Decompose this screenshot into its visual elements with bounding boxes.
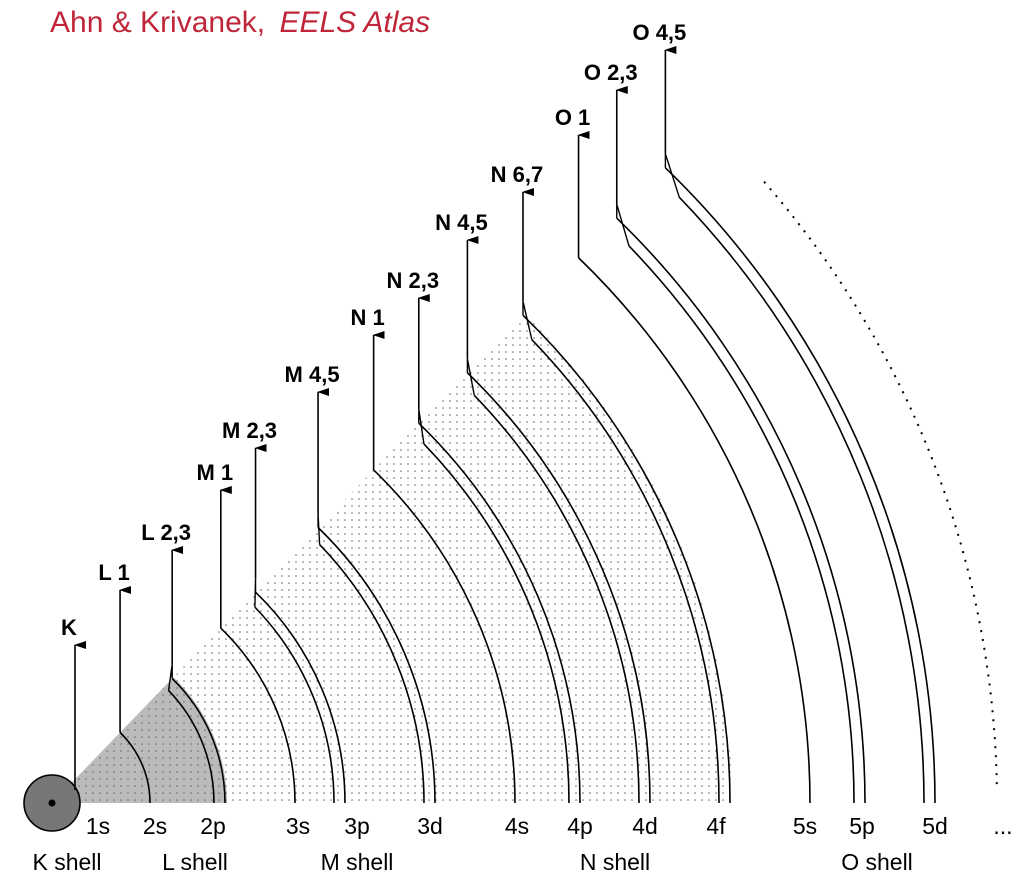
edge-label: M 1 xyxy=(196,460,233,485)
split-tab xyxy=(617,204,629,246)
split-tab xyxy=(665,154,679,197)
subshell-label: 5s xyxy=(793,813,817,839)
subshell-label: 3d xyxy=(417,813,443,839)
subshell-label: 3s xyxy=(286,813,310,839)
edge-label: N 2,3 xyxy=(386,268,439,293)
subshell-label: 4s xyxy=(505,813,529,839)
edge-label: M 4,5 xyxy=(285,362,340,387)
dot-shade xyxy=(71,314,732,803)
continuation-arc xyxy=(762,180,996,784)
subshell-label: 2p xyxy=(200,813,226,839)
edge-label: M 2,3 xyxy=(222,418,277,443)
split-tab xyxy=(255,578,256,607)
edge-label: L 2,3 xyxy=(141,520,191,545)
shell-label: L shell xyxy=(162,849,228,875)
source: EELS Atlas xyxy=(279,6,430,39)
shell-label: N shell xyxy=(580,849,650,875)
subshell-label: 5p xyxy=(849,813,875,839)
nucleus-center xyxy=(49,800,56,807)
edge-label: N 6,7 xyxy=(491,162,544,187)
edge-label: N 4,5 xyxy=(435,210,488,235)
subshell-label: ... xyxy=(993,813,1012,839)
subshell-label: 2s xyxy=(143,813,167,839)
subshell-label: 1s xyxy=(86,813,110,839)
subshell-label: 4d xyxy=(632,813,658,839)
edge-label: N 1 xyxy=(351,305,385,330)
edge-label: L 1 xyxy=(98,560,129,585)
author: Ahn & Krivanek, xyxy=(50,6,265,39)
edge-label: O 4,5 xyxy=(632,20,686,45)
header-title: Ahn & Krivanek, EELS Atlas xyxy=(50,6,430,39)
shell-label: K shell xyxy=(32,849,101,875)
shell-label: O shell xyxy=(841,849,913,875)
edge-label: O 2,3 xyxy=(584,60,638,85)
shell-label: M shell xyxy=(321,849,394,875)
subshell-label: 5d xyxy=(922,813,948,839)
subshell-label: 4p xyxy=(567,813,593,839)
diagram: Ahn & Krivanek, EELS Atlas K L 1 L 2,3 M 1 M… xyxy=(0,0,1030,877)
subshell-label: 3p xyxy=(344,813,370,839)
subshell-label: 4f xyxy=(706,813,726,839)
edge-label: K xyxy=(61,615,77,640)
edge-label: O 1 xyxy=(555,105,590,130)
